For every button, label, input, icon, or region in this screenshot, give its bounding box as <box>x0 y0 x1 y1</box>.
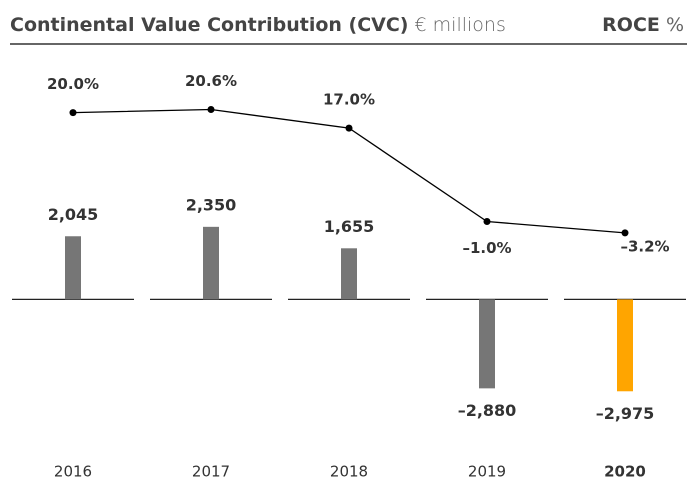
x-tick-label: 2017 <box>192 463 230 481</box>
chart-unit: € millions <box>415 14 506 36</box>
data-label: 20.0% <box>47 75 99 93</box>
chart-title-group: Continental Value Contribution (CVC) € m… <box>10 14 506 36</box>
bar <box>617 299 633 392</box>
bar <box>203 226 219 300</box>
x-tick-label: 2018 <box>330 463 368 481</box>
right-title: ROCE <box>602 14 660 36</box>
bar <box>341 248 357 300</box>
data-label: –2,975 <box>596 404 655 423</box>
data-label: 1,655 <box>324 217 375 236</box>
line-point <box>69 109 77 117</box>
line-point <box>207 105 215 113</box>
x-tick-label: 2016 <box>54 463 92 481</box>
x-tick-label: 2019 <box>468 463 506 481</box>
line-point <box>483 217 491 225</box>
data-label: 2,045 <box>48 205 99 224</box>
data-label: –1.0% <box>462 239 511 257</box>
data-label: 20.6% <box>185 72 237 90</box>
x-tick-label: 2020 <box>604 463 646 481</box>
bar <box>65 236 81 300</box>
data-label: 17.0% <box>323 91 375 109</box>
bar <box>479 299 495 389</box>
chart-title: Continental Value Contribution (CVC) <box>10 14 408 36</box>
data-label: –3.2% <box>620 237 669 255</box>
right-title-group: ROCE % <box>602 14 684 36</box>
line-point <box>345 124 353 132</box>
data-label: 2,350 <box>186 195 237 214</box>
right-unit: % <box>666 14 684 36</box>
line-point <box>621 229 629 237</box>
data-label: –2,880 <box>458 401 517 420</box>
